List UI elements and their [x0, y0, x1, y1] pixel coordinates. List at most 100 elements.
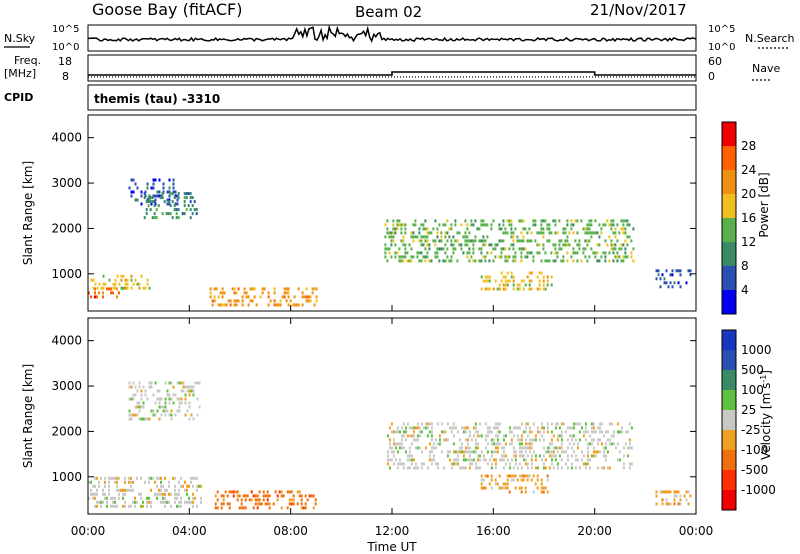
- power-cell: [500, 255, 503, 259]
- power-cell: [454, 223, 457, 227]
- power-cell: [610, 239, 613, 243]
- velocity-cell: [422, 426, 425, 430]
- velocity-cell: [438, 434, 441, 438]
- power-cell: [187, 192, 190, 196]
- power-cell: [394, 255, 397, 259]
- velocity-cell: [612, 434, 615, 438]
- velocity-cell: [568, 426, 571, 430]
- velocity-cell: [388, 466, 391, 470]
- velocity-cell: [624, 430, 627, 434]
- power-cell: [506, 283, 509, 287]
- velocity-cell: [244, 506, 247, 510]
- velocity-cell: [214, 506, 217, 510]
- power-cell: [534, 239, 537, 243]
- power-cell: [412, 223, 415, 227]
- power-cell: [384, 223, 387, 227]
- power-cell: [630, 251, 633, 255]
- velocity-cell: [170, 504, 172, 508]
- power-cell: [98, 282, 101, 286]
- velocity-cell: [164, 381, 167, 385]
- velocity-cell: [422, 462, 425, 466]
- velocity-cell: [546, 426, 549, 430]
- velocity-cell: [444, 430, 447, 434]
- velocity-cell: [138, 409, 141, 413]
- velocity-cell: [162, 492, 164, 496]
- velocity-cell: [196, 381, 199, 385]
- velocity-cell: [476, 446, 479, 450]
- power-cell: [590, 231, 593, 235]
- velocity-cell: [442, 438, 445, 442]
- velocity-cell: [168, 401, 171, 405]
- velocity-cell: [172, 476, 174, 480]
- velocity-cell: [418, 430, 421, 434]
- power-cell: [494, 279, 497, 283]
- velocity-cell: [568, 442, 571, 446]
- velocity-cell: [426, 434, 429, 438]
- power-cell: [213, 287, 216, 291]
- power-cell: [273, 299, 276, 303]
- power-cell: [466, 243, 469, 247]
- velocity-cell: [390, 422, 393, 426]
- velocity-cell: [476, 466, 479, 470]
- velocity-cell: [462, 426, 465, 430]
- power-cell: [556, 255, 559, 259]
- velocity-cell: [494, 422, 497, 426]
- velocity-cell: [118, 476, 120, 480]
- power-cell: [614, 231, 617, 235]
- velocity-cell: [496, 482, 499, 486]
- velocity-cell: [200, 484, 202, 488]
- velocity-cell: [258, 498, 261, 502]
- velocity-cell: [450, 430, 453, 434]
- velocity-cell: [296, 490, 299, 494]
- power-cell: [586, 227, 589, 231]
- x-tick-label: 08:00: [273, 524, 308, 538]
- power-cell: [442, 247, 445, 251]
- power-swatch: [722, 122, 736, 146]
- power-cell: [436, 251, 439, 255]
- power-cell: [418, 251, 421, 255]
- date-title: 21/Nov/2017: [590, 1, 687, 19]
- velocity-cell: [630, 426, 633, 430]
- velocity-cell: [178, 500, 180, 504]
- velocity-cell: [430, 462, 433, 466]
- velocity-cell: [122, 488, 124, 492]
- velocity-cell: [490, 450, 493, 454]
- power-cell: [400, 223, 403, 227]
- velocity-cell: [416, 466, 419, 470]
- power-cell: [143, 216, 146, 220]
- power-cell: [506, 279, 509, 283]
- power-cell: [114, 282, 117, 286]
- velocity-cell: [420, 422, 423, 426]
- power-cell: [522, 279, 525, 283]
- power-cell: [578, 239, 581, 243]
- power-cell: [88, 291, 90, 295]
- velocity-cell: [492, 442, 495, 446]
- velocity-cell: [548, 450, 551, 454]
- velocity-cell: [262, 498, 265, 502]
- power-cell: [175, 212, 178, 216]
- power-cell: [486, 287, 489, 291]
- power-cell: [424, 255, 427, 259]
- velocity-cell: [250, 490, 253, 494]
- power-cell: [424, 235, 427, 239]
- power-cell: [149, 208, 152, 212]
- power-cell: [126, 278, 129, 282]
- velocity-cell: [186, 385, 189, 389]
- velocity-ytick-label: 1000: [51, 470, 82, 484]
- velocity-cell: [214, 494, 217, 498]
- velocity-cell: [528, 438, 531, 442]
- power-cell: [424, 259, 427, 263]
- velocity-cell: [655, 494, 658, 498]
- power-cell: [261, 287, 264, 291]
- power-cell: [488, 243, 491, 247]
- power-cell: [185, 196, 188, 200]
- velocity-cell: [592, 426, 595, 430]
- power-cell: [562, 231, 565, 235]
- power-cell: [548, 231, 551, 235]
- power-cell: [283, 287, 286, 291]
- x-tick-label: 04:00: [172, 524, 207, 538]
- velocity-swatch: [722, 350, 736, 370]
- velocity-cell: [176, 492, 178, 496]
- velocity-cell: [626, 430, 629, 434]
- power-cell: [450, 255, 453, 259]
